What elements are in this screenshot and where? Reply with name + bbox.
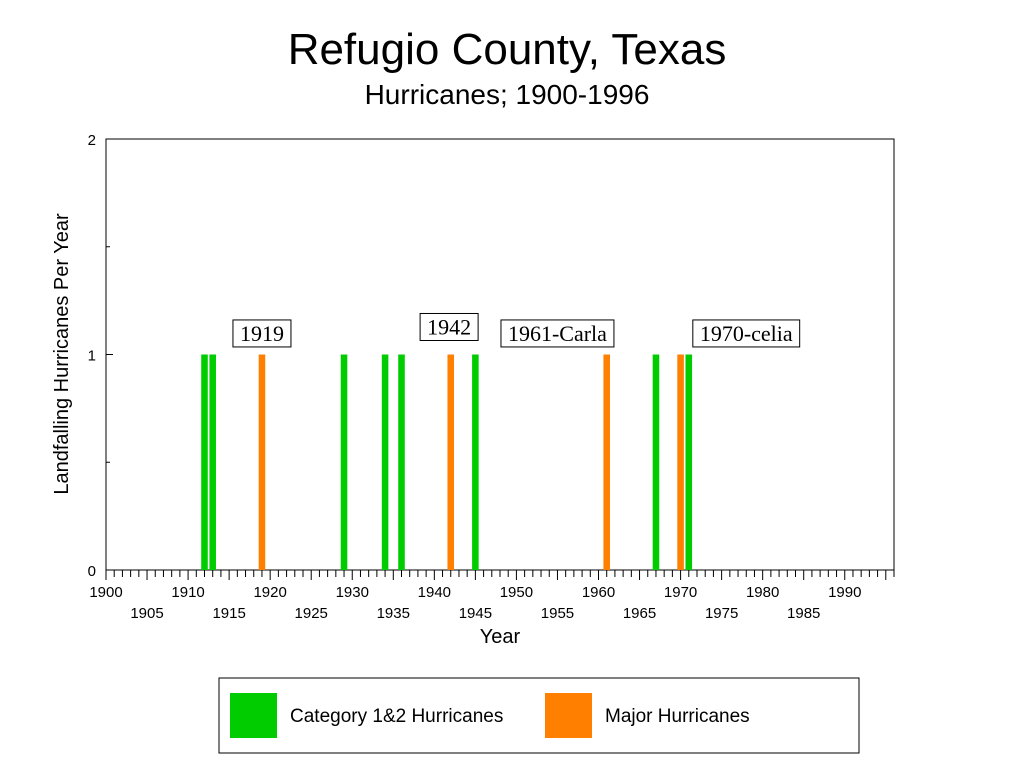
- x-tick-label: 1935: [377, 605, 410, 622]
- annotation-1: 1942: [419, 312, 479, 341]
- bar-major-1961: [603, 354, 610, 570]
- bar-category-1-2-1929: [340, 354, 348, 570]
- x-tick-label: 1985: [787, 605, 820, 622]
- bar-category-1-2-1913: [209, 354, 216, 570]
- x-tick-label: 1940: [418, 584, 451, 601]
- x-tick-label: 1920: [253, 584, 286, 601]
- annotation-2: 1961-Carla: [500, 319, 615, 348]
- chart-subtitle: Hurricanes; 1900-1996: [365, 79, 650, 110]
- annotations-layer: 1919 1942 1961-Carla 1970-celia: [232, 312, 801, 348]
- x-tick-label: 1975: [705, 605, 738, 622]
- x-tick-label: 1965: [623, 605, 656, 622]
- y-tick-label: 1: [88, 348, 96, 365]
- bar-category-1-2-1934: [381, 354, 389, 570]
- annotation-label: 1919: [240, 321, 284, 346]
- annotation-3: 1970-celia: [692, 319, 801, 348]
- x-tick-label: 1910: [171, 584, 204, 601]
- bar-category-1-2-1912: [201, 354, 208, 570]
- bar-category-1-2-1945: [472, 354, 479, 570]
- x-tick-label: 1945: [459, 605, 492, 622]
- bars-layer: [201, 354, 693, 570]
- legend-frame: [218, 677, 860, 754]
- y-axis: 0 1 2: [88, 132, 113, 580]
- x-tick-label: 1960: [582, 584, 615, 601]
- bar-major-1970: [677, 354, 684, 570]
- legend-swatch-major: [545, 693, 592, 738]
- y-axis-label: Landfalling Hurricanes Per Year: [51, 213, 73, 495]
- annotation-box: [692, 319, 801, 348]
- annotation-box: [419, 312, 479, 341]
- bar-category-1-2-1971: [685, 354, 693, 570]
- bar-category-1-2-1936: [398, 354, 405, 570]
- bar-major-1942: [447, 354, 455, 570]
- x-tick-label: 1905: [130, 605, 163, 622]
- x-tick-label: 1980: [746, 584, 779, 601]
- y-tick-label: 0: [88, 563, 96, 580]
- bar-major-1919: [258, 354, 266, 570]
- bar-category-1-2-1967: [652, 354, 660, 570]
- annotation-label: 1942: [427, 314, 471, 339]
- legend: Category 1&2 Hurricanes Major Hurricanes: [218, 677, 860, 754]
- legend-label-category-1-2: Category 1&2 Hurricanes: [290, 706, 503, 727]
- x-tick-label: 1900: [89, 584, 122, 601]
- annotation-0: 1919: [232, 319, 292, 348]
- legend-label-major: Major Hurricanes: [605, 706, 750, 727]
- x-tick-label: 1915: [212, 605, 245, 622]
- x-tick-label: 1970: [664, 584, 697, 601]
- x-tick-label: 1930: [336, 584, 369, 601]
- x-axis-label: Year: [480, 626, 521, 648]
- x-tick-label: 1990: [828, 584, 861, 601]
- x-tick-label: 1955: [541, 605, 574, 622]
- annotation-label: 1970-celia: [700, 321, 793, 346]
- annotation-label: 1961-Carla: [508, 321, 607, 346]
- plot-area: [105, 138, 895, 571]
- x-axis: 1900 1910 1920 1930 1940 1950 1960 1970 1980 1990…: [89, 570, 895, 622]
- x-tick-label: 1950: [500, 584, 533, 601]
- x-tick-label: 1925: [295, 605, 328, 622]
- annotation-box: [232, 319, 292, 348]
- annotation-box: [500, 319, 615, 348]
- legend-swatch-category-1-2: [230, 693, 277, 738]
- y-tick-label: 2: [88, 132, 96, 149]
- chart-title: Refugio County, Texas: [288, 25, 727, 74]
